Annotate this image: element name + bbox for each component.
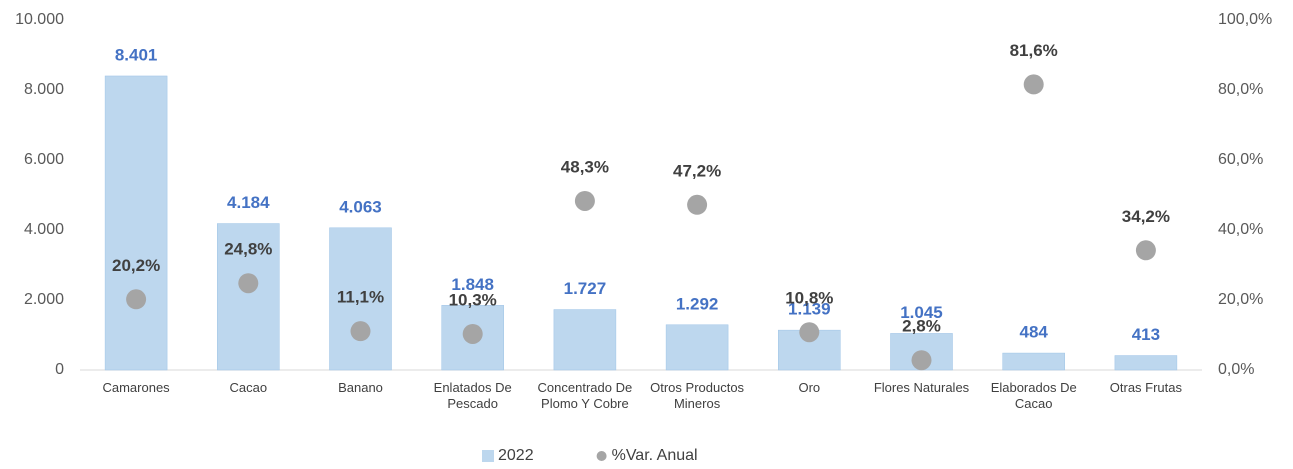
bar-label: 1.727: [564, 279, 607, 298]
bar-label: 484: [1020, 323, 1049, 342]
legend-swatch: [482, 450, 494, 462]
bar: [1114, 355, 1178, 371]
x-tick-label: Camarones: [102, 380, 170, 395]
y-tick-label: 4.000: [24, 221, 64, 238]
point: [462, 323, 483, 344]
x-tick-label: Otras Frutas: [1109, 380, 1183, 395]
bar-label: 1.848: [451, 275, 494, 294]
point-label: 34,2%: [1122, 207, 1170, 226]
y-tick-label: 6.000: [24, 151, 64, 168]
bar: [553, 309, 617, 371]
x-tick-label: Otros Productos Mineros: [650, 380, 745, 411]
y2-tick-label: 80,0%: [1218, 81, 1263, 98]
point: [238, 273, 259, 294]
bar-label: 4.184: [227, 193, 270, 212]
x-tick-label: Elaborados De Cacao: [990, 380, 1077, 411]
x-tick-label: Oro: [798, 380, 821, 395]
point: [687, 194, 708, 215]
x-tick-label: Cacao: [229, 380, 268, 395]
point-label: 81,6%: [1010, 41, 1058, 60]
bar-label: 1.139: [788, 300, 831, 319]
y-tick-label: 8.000: [24, 81, 64, 98]
y2-tick-label: 100,0%: [1218, 11, 1272, 28]
x-tick-label: Flores Naturales: [873, 380, 970, 395]
point-label: 2,8%: [902, 317, 941, 336]
bar-label: 4.063: [339, 197, 382, 216]
point: [799, 322, 820, 343]
point: [350, 321, 371, 342]
y-tick-label: 10.000: [15, 11, 64, 28]
y2-tick-label: 60,0%: [1218, 151, 1263, 168]
x-tick-label: Banano: [338, 380, 383, 395]
bar-label: 8.401: [115, 45, 158, 64]
point: [1135, 240, 1156, 261]
legend-label: 2022: [498, 447, 534, 464]
point-label: 11,1%: [337, 288, 384, 307]
y2-tick-label: 40,0%: [1218, 221, 1263, 238]
y-tick-label: 0: [55, 361, 64, 378]
bar-label: 413: [1132, 325, 1160, 344]
x-tick-label: Concentrado De Plomo Y Cobre: [537, 380, 633, 411]
point-label: 24,8%: [224, 240, 272, 259]
y-tick-label: 2.000: [24, 291, 64, 308]
bar: [329, 227, 392, 371]
point: [574, 190, 595, 211]
y2-tick-label: 20,0%: [1218, 291, 1263, 308]
point: [126, 289, 147, 310]
point: [1023, 74, 1044, 95]
bar: [665, 324, 729, 371]
bar: [217, 223, 280, 371]
point-label: 10,3%: [449, 290, 497, 309]
point-label: 20,2%: [112, 256, 160, 275]
bar: [104, 75, 168, 371]
bar-label: 1.045: [900, 303, 943, 322]
legend-swatch: [596, 451, 607, 461]
point-label: 47,2%: [673, 161, 721, 180]
y2-tick-label: 0,0%: [1218, 361, 1254, 378]
x-tick-label: Enlatados De Pescado: [433, 380, 512, 411]
bar: [1002, 352, 1065, 371]
point-label: 48,3%: [561, 157, 609, 176]
point: [911, 350, 932, 371]
point-label: 10,8%: [785, 289, 833, 308]
bar-label: 1.292: [676, 294, 719, 313]
legend-label: %Var. Anual: [612, 447, 698, 464]
